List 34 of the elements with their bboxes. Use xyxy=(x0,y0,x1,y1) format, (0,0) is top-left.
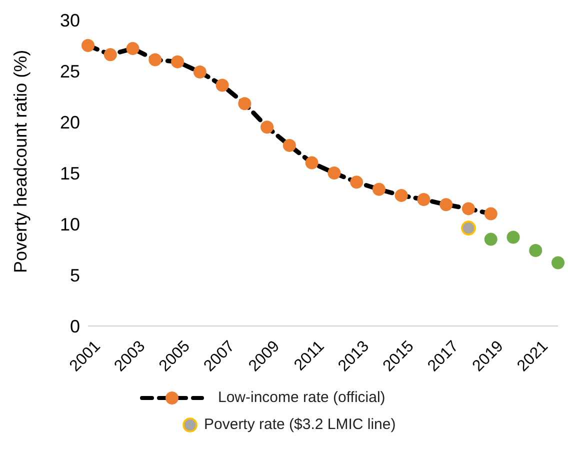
point xyxy=(484,232,498,246)
y-tick-label: 0 xyxy=(70,316,80,336)
point xyxy=(82,39,94,52)
y-tick-label: 10 xyxy=(60,214,80,234)
y-tick-label: 30 xyxy=(60,10,80,30)
point xyxy=(484,207,498,220)
point xyxy=(417,193,430,206)
y-tick-label: 15 xyxy=(60,163,80,184)
point xyxy=(171,55,184,68)
y-tick-label: 20 xyxy=(60,112,80,132)
point xyxy=(529,244,542,258)
y-tick-label: 5 xyxy=(70,265,80,286)
legend-label: Poverty rate ($3.2 LMIC line) xyxy=(204,416,396,433)
legend-label: Low-income rate (official) xyxy=(218,389,386,406)
point xyxy=(440,198,453,212)
point xyxy=(552,256,564,270)
point xyxy=(328,166,341,180)
point xyxy=(305,156,318,170)
point xyxy=(462,202,475,216)
point xyxy=(506,230,520,244)
point xyxy=(461,220,476,236)
point xyxy=(148,53,162,66)
y-axis-title: Poverty headcount ratio (%) xyxy=(10,50,30,273)
y-tick-label: 25 xyxy=(60,61,80,82)
point xyxy=(238,97,252,110)
point xyxy=(394,188,408,202)
point xyxy=(350,176,364,189)
point xyxy=(126,42,140,56)
point xyxy=(372,182,386,196)
point xyxy=(216,78,229,92)
point xyxy=(260,120,274,134)
point xyxy=(193,66,206,79)
point xyxy=(282,138,296,152)
point xyxy=(104,48,117,62)
